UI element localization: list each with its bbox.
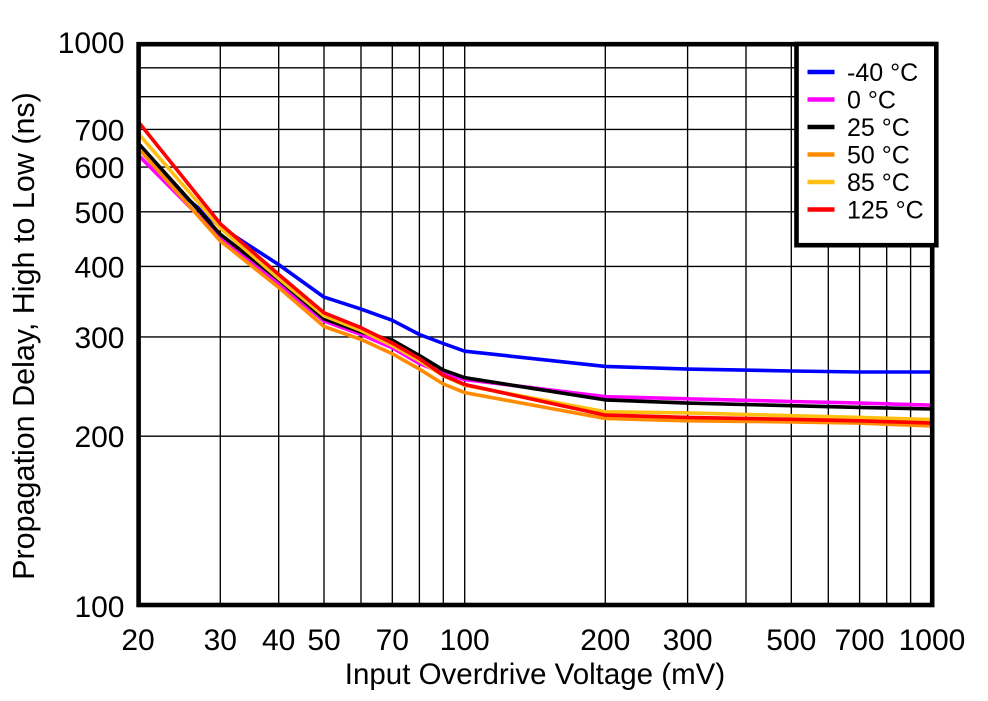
svg-text:400: 400 — [74, 251, 124, 284]
svg-text:125 °C: 125 °C — [847, 197, 924, 225]
svg-text:1000: 1000 — [58, 27, 125, 60]
svg-text:300: 300 — [663, 624, 713, 657]
svg-text:700: 700 — [835, 624, 885, 657]
svg-text:20: 20 — [121, 624, 154, 657]
svg-text:0 °C: 0 °C — [847, 87, 896, 115]
svg-text:50 °C: 50 °C — [847, 142, 910, 170]
svg-text:200: 200 — [580, 624, 630, 657]
svg-text:Propagation Delay, High to Low: Propagation Delay, High to Low (ns) — [7, 92, 41, 580]
svg-text:600: 600 — [74, 152, 124, 185]
svg-text:25 °C: 25 °C — [847, 114, 910, 142]
svg-text:Input Overdrive Voltage (mV): Input Overdrive Voltage (mV) — [345, 658, 725, 691]
svg-text:-40 °C: -40 °C — [847, 59, 918, 87]
svg-text:40: 40 — [262, 624, 295, 657]
svg-text:500: 500 — [74, 197, 124, 230]
svg-text:50: 50 — [307, 624, 340, 657]
svg-text:30: 30 — [204, 624, 237, 657]
svg-text:300: 300 — [74, 322, 124, 355]
svg-text:500: 500 — [766, 624, 816, 657]
svg-text:70: 70 — [376, 624, 409, 657]
svg-text:100: 100 — [440, 624, 490, 657]
svg-text:200: 200 — [74, 421, 124, 454]
svg-text:85 °C: 85 °C — [847, 169, 910, 197]
svg-text:1000: 1000 — [899, 624, 966, 657]
svg-text:100: 100 — [74, 591, 124, 624]
svg-text:700: 700 — [74, 114, 124, 147]
